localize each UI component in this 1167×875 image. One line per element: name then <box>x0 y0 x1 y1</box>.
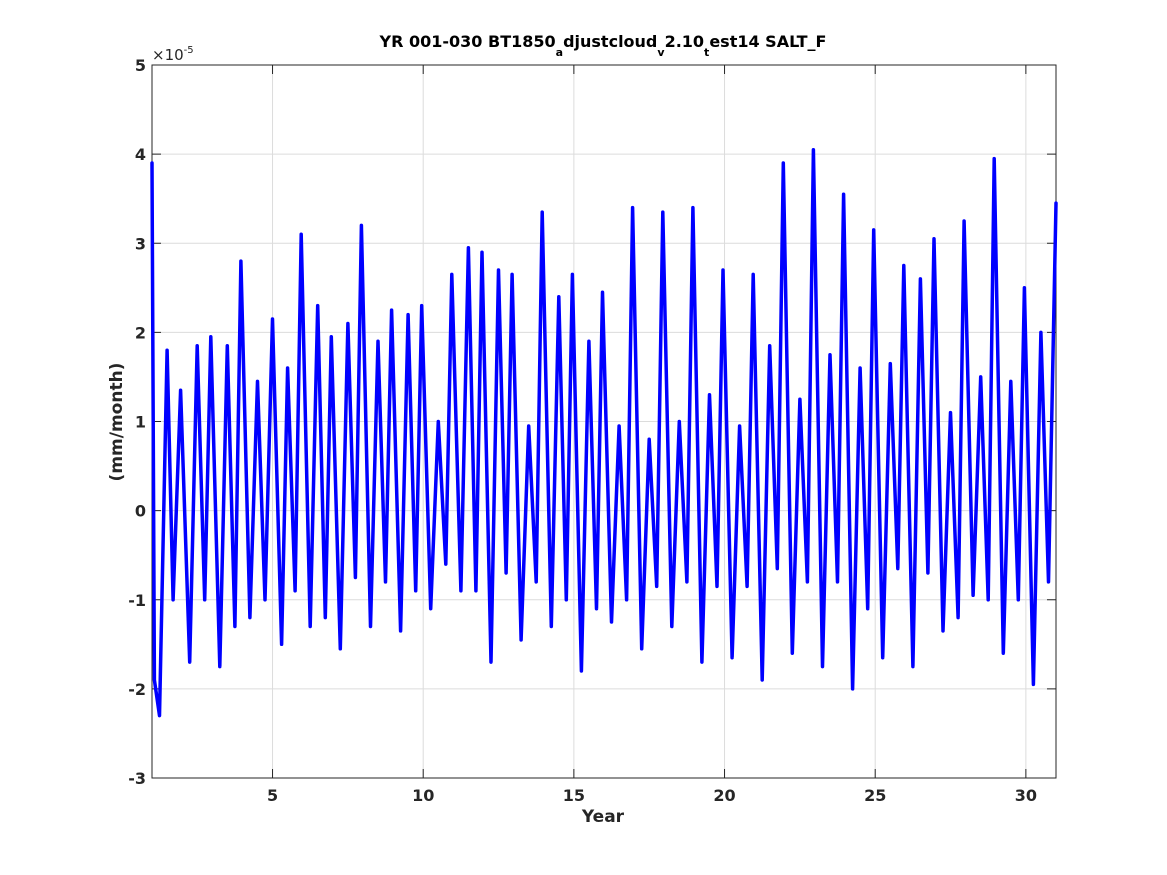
x-tick-label: 25 <box>864 786 886 805</box>
series-line <box>150 147 1058 718</box>
x-tick-label: 5 <box>267 786 278 805</box>
y-tick-label: 0 <box>135 502 146 521</box>
x-tick-label: 30 <box>1015 786 1037 805</box>
x-axis-label: Year <box>581 807 625 827</box>
y-tick-label: 1 <box>135 413 146 432</box>
y-tick-label: -2 <box>128 680 146 699</box>
x-tick-label: 20 <box>713 786 735 805</box>
y-exponent-label: ×10-5 <box>152 45 194 64</box>
chart-title: YR 001-030 BT1850adjustcloudv2.10test14 … <box>379 32 827 59</box>
y-tick-label: -1 <box>128 591 146 610</box>
y-tick-label: 2 <box>135 323 146 342</box>
y-axis-label: (mm/month) <box>107 363 127 482</box>
x-tick-label: 15 <box>563 786 585 805</box>
y-tick-label: -3 <box>128 769 146 788</box>
y-tick-label: 4 <box>135 145 146 164</box>
series-layer <box>150 147 1058 718</box>
x-tick-label: 10 <box>412 786 434 805</box>
ticks: 5 10 15 20 25 30 -3 -2 -1 0 1 2 3 4 5 <box>128 56 1056 805</box>
y-tick-label: 5 <box>135 56 146 75</box>
y-tick-label: 3 <box>135 234 146 253</box>
